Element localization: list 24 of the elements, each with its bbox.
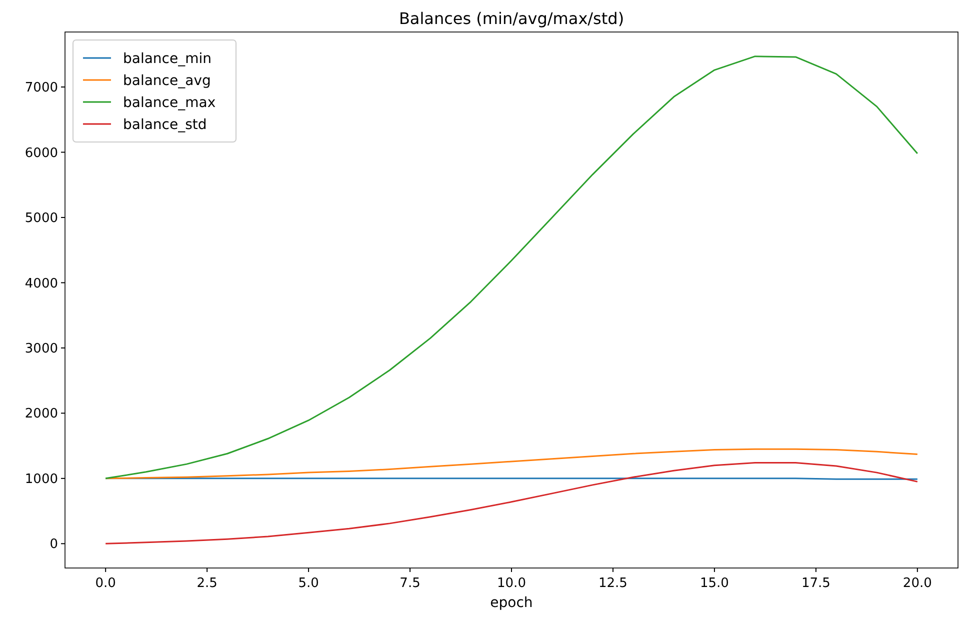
x-tick-label: 0.0 — [95, 576, 116, 591]
y-tick-label: 3000 — [24, 342, 58, 356]
legend-label: balance_min — [123, 50, 212, 67]
y-tick-label: 7000 — [24, 80, 58, 96]
y-tick-label: 4000 — [24, 276, 58, 292]
x-tick-label: 10.0 — [497, 576, 526, 591]
x-tick-label: 7.5 — [400, 576, 420, 591]
y-tick-label: 2000 — [24, 406, 58, 422]
x-tick-label: 20.0 — [902, 576, 932, 591]
x-tick-label: 2.5 — [196, 576, 218, 591]
y-tick-label: 5000 — [24, 211, 58, 226]
y-tick-label: 1000 — [24, 472, 58, 487]
x-tick-label: 12.5 — [598, 576, 628, 591]
x-axis-title: epoch — [490, 595, 533, 611]
x-tick-label: 5.0 — [298, 576, 319, 591]
legend-label: balance_max — [123, 94, 216, 111]
legend-label: balance_std — [123, 116, 207, 133]
x-tick-label: 17.5 — [801, 576, 830, 591]
line-series — [104, 462, 918, 544]
y-tick-label: 6000 — [24, 146, 58, 161]
y-tick-label: 0 — [50, 537, 58, 552]
chart-title: Balances (min/avg/max/std) — [398, 9, 624, 28]
legend-label: balance_avg — [123, 72, 211, 89]
x-tick-label: 15.0 — [700, 576, 729, 591]
